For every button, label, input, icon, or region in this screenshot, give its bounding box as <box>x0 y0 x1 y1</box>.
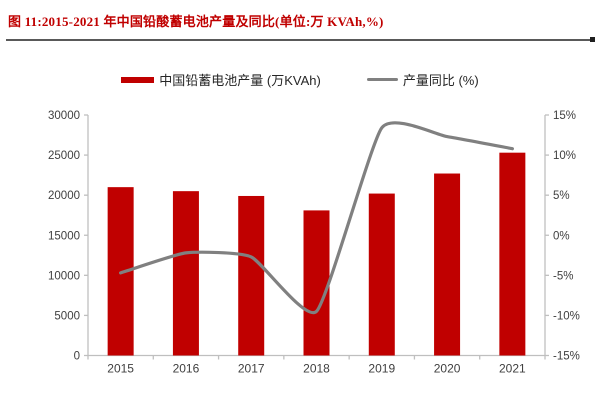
x-axis-category-label: 2020 <box>434 362 461 376</box>
x-axis-category-label: 2015 <box>107 362 134 376</box>
right-axis-tick-label: 0% <box>553 230 570 242</box>
right-axis-tick-label: 5% <box>553 190 570 202</box>
bar-2019 <box>368 193 395 356</box>
legend-label-production: 中国铅蓄电池产量 (万KVAh) <box>159 73 321 88</box>
x-axis-category-label: 2016 <box>173 362 200 376</box>
legend-label-yoy: 产量同比 (%) <box>402 73 479 88</box>
title-rule-endcap <box>590 37 595 42</box>
right-axis-tick-label: 10% <box>553 150 576 162</box>
legend-item-production: 中国铅蓄电池产量 (万KVAh) <box>121 70 321 89</box>
left-axis-tick-label: 30000 <box>48 110 80 122</box>
chart-legend: 中国铅蓄电池产量 (万KVAh) 产量同比 (%) <box>0 70 600 89</box>
bar-2018 <box>303 210 330 356</box>
x-axis-category-label: 2021 <box>499 362 526 376</box>
line-series-swatch-icon <box>366 78 398 81</box>
left-axis-tick-label: 25000 <box>48 150 80 162</box>
title-rule <box>6 37 595 42</box>
left-axis-tick-label: 20000 <box>48 190 80 202</box>
x-axis-category-label: 2019 <box>368 362 395 376</box>
left-axis-tick-label: 15000 <box>48 230 80 242</box>
chart-canvas: 0 5000 10000 15000 20000 25000 30000 -15% -10% -5… <box>48 110 580 376</box>
right-axis-tick-label: -10% <box>553 310 580 322</box>
right-axis-tick-label: -5% <box>553 270 573 282</box>
left-axis-tick-label: 0 <box>74 351 80 363</box>
legend-item-yoy: 产量同比 (%) <box>366 70 479 89</box>
right-axis-tick-label: -15% <box>553 351 580 363</box>
bar-2020 <box>434 173 461 356</box>
yoy-line <box>119 121 514 315</box>
left-axis-tick-label: 5000 <box>54 310 80 322</box>
figure-title: 图 11:2015-2021 年中国铅酸蓄电池产量及同比(单位:万 KVAh,%… <box>8 14 384 29</box>
x-axis-category-label: 2017 <box>238 362 265 376</box>
bar-2017 <box>238 195 265 356</box>
bar-2021 <box>499 152 526 356</box>
x-axis-category-label: 2018 <box>303 362 330 376</box>
bar-2016 <box>172 191 199 356</box>
left-axis-tick-label: 10000 <box>48 270 80 282</box>
bar-series-swatch-icon <box>121 76 155 83</box>
right-axis-tick-label: 15% <box>553 110 576 122</box>
